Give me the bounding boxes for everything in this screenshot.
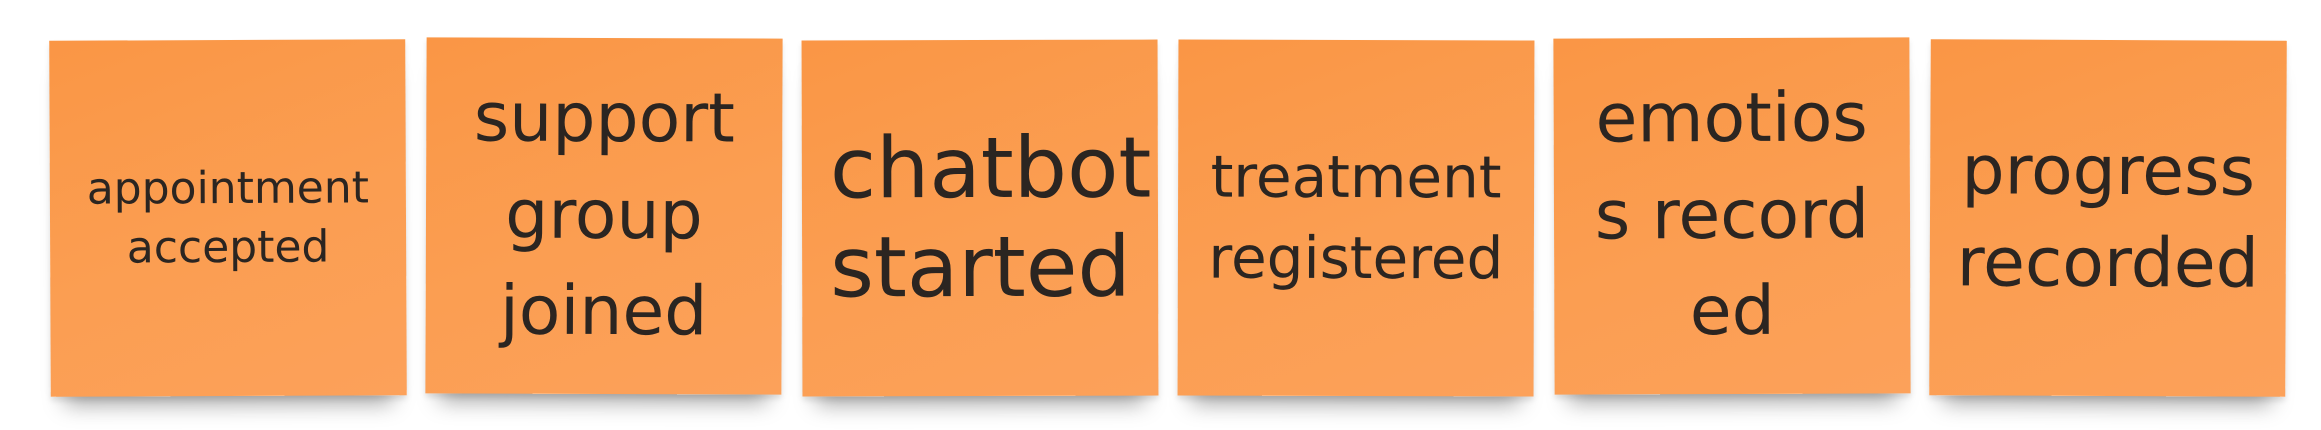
sticky-note-label: emotioss recorded xyxy=(1594,78,1870,352)
sticky-note-label: treatment registered xyxy=(1208,142,1504,293)
sticky-note-progress-recorded[interactable]: progress recorded xyxy=(1929,39,2287,397)
sticky-note-label: chatbot started xyxy=(829,118,1152,317)
sticky-note-support-group-joined[interactable]: support group joined xyxy=(425,37,783,395)
sticky-note-label: appointment accepted xyxy=(86,161,370,274)
sticky-note-appointment-accepted[interactable]: appointment accepted xyxy=(49,39,407,397)
sticky-note-label: support group joined xyxy=(473,78,736,352)
sticky-note-treatment-registered[interactable]: treatment registered xyxy=(1177,39,1535,397)
sticky-note-label: progress recorded xyxy=(1956,131,2260,304)
sticky-note-emotions-recorded[interactable]: emotioss recorded xyxy=(1553,37,1911,395)
sticky-note-chatbot-started[interactable]: chatbot started xyxy=(801,39,1159,397)
